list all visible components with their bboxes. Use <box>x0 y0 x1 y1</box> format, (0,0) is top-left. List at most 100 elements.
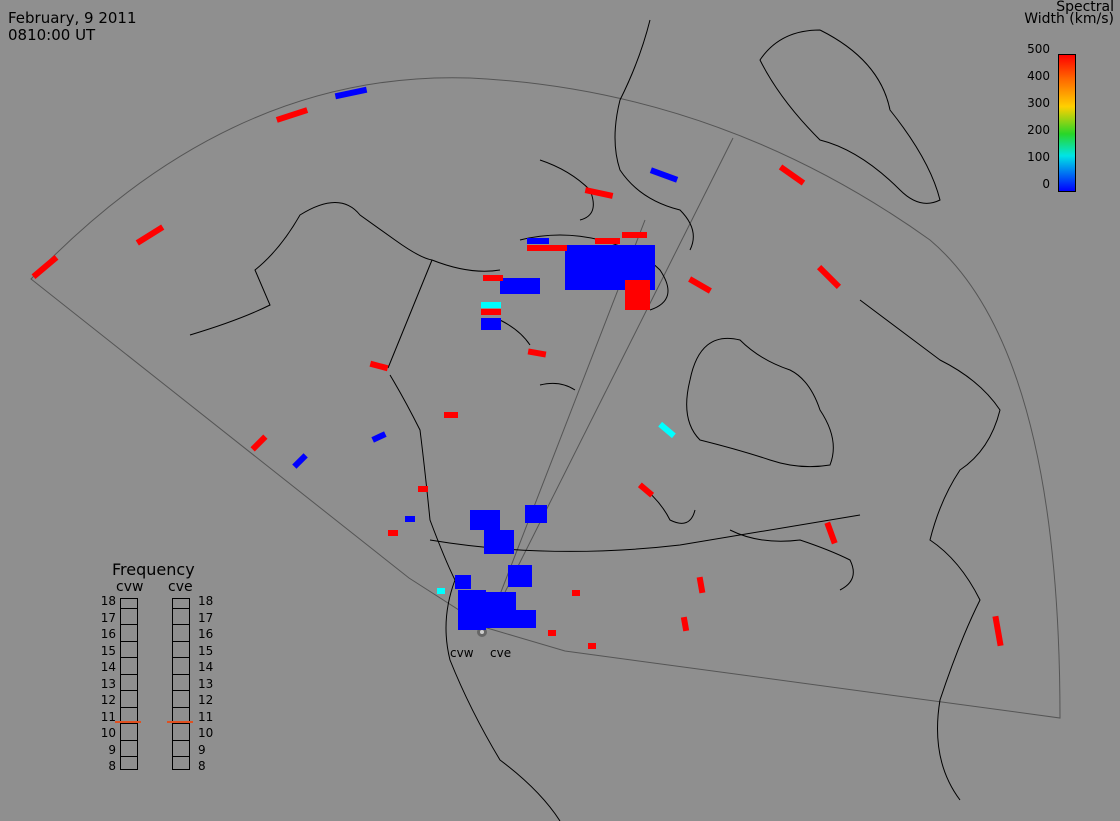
frequency-gridline <box>121 657 137 674</box>
frequency-tick-cve: 9 <box>198 742 206 757</box>
frequency-gridline <box>121 706 137 724</box>
frequency-gridline <box>173 640 189 658</box>
frequency-gridline <box>121 739 137 757</box>
frequency-label-cve: cve <box>168 579 193 595</box>
frequency-tick-cvw: 10 <box>100 726 116 740</box>
fov-outline <box>30 77 1061 719</box>
echo-red <box>622 232 647 238</box>
colorbar-tick: 0 <box>1042 177 1050 191</box>
echo-red <box>588 643 596 649</box>
echo-blue <box>292 453 308 469</box>
site-label-cvw: cvw <box>450 646 474 660</box>
echo-red <box>680 616 690 632</box>
echo-cyan <box>437 588 445 594</box>
echo-red <box>444 412 458 418</box>
frequency-tick-cve: 18 <box>198 594 214 608</box>
us-canada-border <box>429 514 861 552</box>
coastlines <box>189 19 1001 821</box>
frequency-gridline <box>173 756 189 773</box>
echo-red <box>824 521 838 545</box>
echo-blue <box>371 431 387 443</box>
frequency-tick-cvw: 12 <box>100 693 116 707</box>
frequency-tick-cve: 8 <box>198 759 206 773</box>
frequency-gridline <box>173 690 189 707</box>
echo-cyan <box>481 302 501 308</box>
echo-red <box>250 434 268 452</box>
echo-red <box>31 255 59 279</box>
frequency-gridline <box>173 607 189 625</box>
echo-red <box>778 164 806 186</box>
frequency-scale-cvw <box>120 598 138 770</box>
frequency-tick-cve: 12 <box>198 693 214 707</box>
echo-red <box>388 530 398 536</box>
frequency-tick-cvw: 17 <box>100 610 116 625</box>
frequency-gridline <box>121 756 137 773</box>
frequency-gridline <box>121 673 137 691</box>
echo-red <box>527 348 547 358</box>
frequency-tick-cve: 15 <box>198 643 214 658</box>
echo-blue <box>481 318 501 330</box>
echo-red <box>992 615 1004 647</box>
frequency-title: Frequency <box>112 560 195 579</box>
time-label: 0810:00 UT <box>8 26 96 44</box>
echo-red <box>548 630 556 636</box>
date-label: February, 9 2011 <box>8 9 137 27</box>
frequency-marker-cvw <box>115 720 141 723</box>
site-label-cve: cve <box>490 646 512 660</box>
colorbar-unit: Width (km/s) <box>1024 11 1114 27</box>
echo-blue <box>500 278 540 294</box>
echo-red <box>688 276 712 294</box>
spectral-width-colorbar <box>1058 54 1076 192</box>
frequency-tick-cve: 11 <box>198 709 214 724</box>
frequency-gridline <box>173 739 189 757</box>
echo-blue <box>527 238 549 244</box>
colorbar-tick: 200 <box>1027 123 1050 137</box>
colorbar-title: Spectral <box>1056 0 1114 15</box>
echo-red <box>418 486 428 492</box>
frequency-tick-cvw: 18 <box>100 594 116 608</box>
echo-red <box>481 309 501 315</box>
echo-red <box>369 360 389 372</box>
echo-red <box>483 275 503 281</box>
frequency-gridline <box>121 723 137 740</box>
echo-red <box>527 245 567 251</box>
frequency-tick-cvw: 16 <box>100 627 116 641</box>
frequency-tick-cvw: 14 <box>100 660 116 674</box>
frequency-tick-cve: 17 <box>198 610 214 625</box>
frequency-tick-cvw: 13 <box>100 676 116 691</box>
frequency-gridline <box>121 607 137 625</box>
echo-red <box>595 238 620 244</box>
frequency-gridline <box>173 657 189 674</box>
frequency-gridline <box>121 624 137 641</box>
echo-red <box>572 590 580 596</box>
beam-line-east <box>486 137 734 629</box>
echo-blue <box>334 86 368 100</box>
frequency-gridline <box>173 673 189 691</box>
alaska-border <box>387 259 433 369</box>
frequency-tick-cvw: 15 <box>100 643 116 658</box>
frequency-gridline <box>173 706 189 724</box>
echo-blue <box>405 516 415 522</box>
frequency-tick-cvw: 11 <box>100 709 116 724</box>
frequency-tick-cvw: 9 <box>108 742 116 757</box>
echo-red <box>275 107 309 123</box>
colorbar-tick: 300 <box>1027 96 1050 110</box>
echo-block-red <box>625 280 650 310</box>
frequency-gridline <box>121 640 137 658</box>
frequency-tick-cvw: 8 <box>108 759 116 773</box>
frequency-scale-cve <box>172 598 190 770</box>
echo-blue <box>649 167 679 183</box>
frequency-tick-cve: 14 <box>198 660 214 674</box>
scatter-echoes <box>31 86 1004 649</box>
frequency-gridline <box>121 690 137 707</box>
echo-cyan <box>658 421 676 439</box>
colorbar-tick: 500 <box>1027 42 1050 56</box>
frequency-tick-cve: 16 <box>198 627 214 641</box>
colorbar-tick: 400 <box>1027 69 1050 83</box>
near-range-echoes <box>455 505 547 630</box>
frequency-gridline <box>173 624 189 641</box>
colorbar-tick: 100 <box>1027 150 1050 164</box>
frequency-tick-cve: 10 <box>198 726 214 740</box>
frequency-tick-cve: 13 <box>198 676 214 691</box>
